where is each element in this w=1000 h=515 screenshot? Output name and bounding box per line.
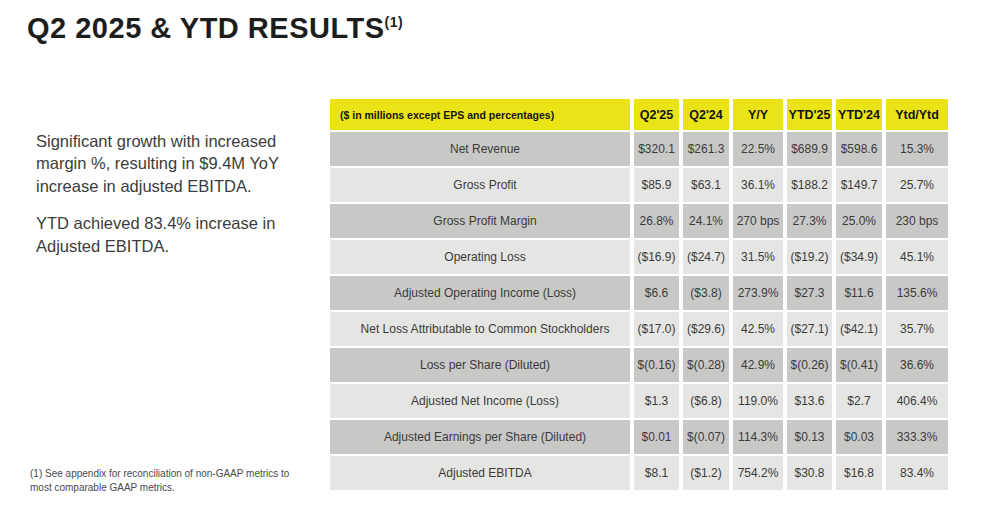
table-cell: 26.8%: [634, 204, 679, 238]
table-cell: 35.7%: [886, 312, 948, 346]
table-cell: $30.8: [787, 456, 832, 490]
table-cell: 27.3%: [787, 204, 832, 238]
table-cell: 45.1%: [886, 240, 948, 274]
row-label: Adjusted Earnings per Share (Diluted): [330, 420, 630, 454]
table-cell: $320.1: [634, 132, 679, 166]
table-header-ytd-25: YTD'25: [787, 99, 832, 130]
table-cell: $0.01: [634, 420, 679, 454]
table-cell: 230 bps: [886, 204, 948, 238]
row-label: Adjusted Net Income (Loss): [330, 384, 630, 418]
table-row-gross-profit: Gross Profit $85.9 $63.1 36.1% $188.2 $1…: [330, 168, 948, 202]
table-cell: $13.6: [787, 384, 832, 418]
table-cell: $0.13: [787, 420, 832, 454]
row-label: Gross Profit Margin: [330, 204, 630, 238]
table-row-adjusted-operating-income: Adjusted Operating Income (Loss) $6.6 ($…: [330, 276, 948, 310]
table-cell: $689.9: [787, 132, 832, 166]
table-cell: $85.9: [634, 168, 679, 202]
table-cell: 25.0%: [836, 204, 882, 238]
page-title-text: Q2 2025 & YTD RESULTS: [27, 12, 385, 44]
row-label: Gross Profit: [330, 168, 630, 202]
financial-results-table: ($ in millions except EPS and percentage…: [326, 97, 952, 492]
table-cell: $(0.26): [787, 348, 832, 382]
table-row-net-loss-common-stockholders: Net Loss Attributable to Common Stockhol…: [330, 312, 948, 346]
table-header-q2-25: Q2'25: [634, 99, 679, 130]
table-cell: $6.6: [634, 276, 679, 310]
table-cell: ($16.9): [634, 240, 679, 274]
table-cell: 333.3%: [886, 420, 948, 454]
table-cell: $8.1: [634, 456, 679, 490]
table-cell: ($34.9): [836, 240, 882, 274]
table-cell: ($24.7): [683, 240, 729, 274]
table-cell: 42.9%: [733, 348, 783, 382]
table-cell: 273.9%: [733, 276, 783, 310]
table-row-operating-loss: Operating Loss ($16.9) ($24.7) 31.5% ($1…: [330, 240, 948, 274]
table-header-units-label: ($ in millions except EPS and percentage…: [330, 99, 630, 130]
table-cell: $0.03: [836, 420, 882, 454]
row-label: Net Revenue: [330, 132, 630, 166]
table-cell: $(0.41): [836, 348, 882, 382]
footnote-marker: (1): [385, 14, 404, 30]
table-header-yoy: Y/Y: [733, 99, 783, 130]
table-header-q2-24: Q2'24: [683, 99, 729, 130]
table-cell: 24.1%: [683, 204, 729, 238]
table-cell: ($27.1): [787, 312, 832, 346]
table-cell: 754.2%: [733, 456, 783, 490]
table-cell: $149.7: [836, 168, 882, 202]
table-cell: ($19.2): [787, 240, 832, 274]
table-cell: ($6.8): [683, 384, 729, 418]
table-cell: 15.3%: [886, 132, 948, 166]
footnote: (1) See appendix for reconciliation of n…: [30, 467, 292, 495]
table-cell: $188.2: [787, 168, 832, 202]
table-row-net-revenue: Net Revenue $320.1 $261.3 22.5% $689.9 $…: [330, 132, 948, 166]
table-cell: $(0.16): [634, 348, 679, 382]
table-cell: $11.6: [836, 276, 882, 310]
table-cell: $27.3: [787, 276, 832, 310]
table-cell: ($17.0): [634, 312, 679, 346]
table-cell: ($29.6): [683, 312, 729, 346]
table-cell: ($42.1): [836, 312, 882, 346]
table-cell: 119.0%: [733, 384, 783, 418]
table-cell: 36.1%: [733, 168, 783, 202]
table-cell: 83.4%: [886, 456, 948, 490]
table-cell: 42.5%: [733, 312, 783, 346]
table-cell: ($3.8): [683, 276, 729, 310]
table-cell: 36.6%: [886, 348, 948, 382]
table-row-loss-per-share: Loss per Share (Diluted) $(0.16) $(0.28)…: [330, 348, 948, 382]
table-row-adjusted-eps: Adjusted Earnings per Share (Diluted) $0…: [330, 420, 948, 454]
table-row-adjusted-ebitda: Adjusted EBITDA $8.1 ($1.2) 754.2% $30.8…: [330, 456, 948, 490]
row-label: Adjusted EBITDA: [330, 456, 630, 490]
table-cell: $16.8: [836, 456, 882, 490]
row-label: Operating Loss: [330, 240, 630, 274]
summary-paragraph-2: YTD achieved 83.4% increase in Adjusted …: [36, 212, 308, 257]
table-cell: 406.4%: [886, 384, 948, 418]
table-cell: $(0.28): [683, 348, 729, 382]
table-cell: ($1.2): [683, 456, 729, 490]
page-title: Q2 2025 & YTD RESULTS(1): [27, 12, 403, 45]
summary-paragraph-1: Significant growth with increased margin…: [36, 130, 308, 197]
table-header-ytd-ytd: Ytd/Ytd: [886, 99, 948, 130]
table-header-ytd-24: YTD'24: [836, 99, 882, 130]
table-cell: 114.3%: [733, 420, 783, 454]
row-label: Net Loss Attributable to Common Stockhol…: [330, 312, 630, 346]
table-cell: 270 bps: [733, 204, 783, 238]
table-cell: 31.5%: [733, 240, 783, 274]
table-row-adjusted-net-income: Adjusted Net Income (Loss) $1.3 ($6.8) 1…: [330, 384, 948, 418]
row-label: Loss per Share (Diluted): [330, 348, 630, 382]
table-row-gross-profit-margin: Gross Profit Margin 26.8% 24.1% 270 bps …: [330, 204, 948, 238]
table-cell: 22.5%: [733, 132, 783, 166]
table-cell: $(0.07): [683, 420, 729, 454]
table-cell: $2.7: [836, 384, 882, 418]
summary-text-block: Significant growth with increased margin…: [36, 130, 308, 257]
table-cell: $1.3: [634, 384, 679, 418]
row-label: Adjusted Operating Income (Loss): [330, 276, 630, 310]
table-cell: 135.6%: [886, 276, 948, 310]
table-cell: $598.6: [836, 132, 882, 166]
table-cell: 25.7%: [886, 168, 948, 202]
table-header-row: ($ in millions except EPS and percentage…: [330, 99, 948, 130]
table-cell: $63.1: [683, 168, 729, 202]
results-slide: Q2 2025 & YTD RESULTS(1) Significant gro…: [0, 0, 1000, 515]
table-cell: $261.3: [683, 132, 729, 166]
